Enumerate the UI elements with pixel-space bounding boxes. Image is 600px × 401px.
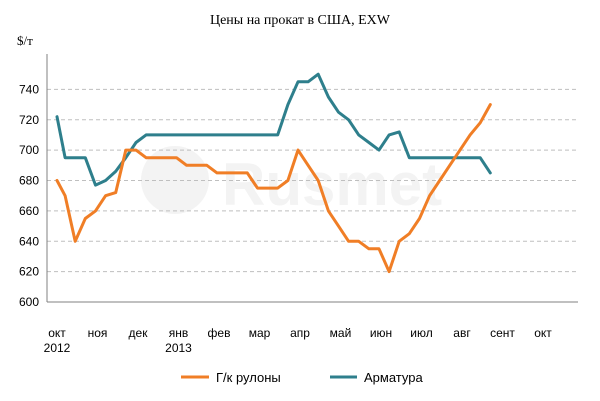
axes (46, 54, 578, 303)
x-tick-label: авг (453, 326, 471, 340)
x-tick-label: июн (370, 326, 392, 340)
y-tick-label: 700 (19, 143, 39, 157)
series-line-0 (55, 103, 492, 274)
x-tick-label: окт (534, 326, 552, 340)
legend-label-1: Арматура (364, 370, 423, 385)
y-tick-labels: 600 620 640 660 680 700 720 740 (19, 82, 39, 309)
y-tick-label: 720 (19, 113, 39, 127)
x-tick-label: янв (169, 326, 189, 340)
watermark: Rusmet (141, 146, 442, 218)
x-tick-label: апр (290, 326, 310, 340)
chart-title: Цены на прокат в США, EXW (210, 13, 391, 28)
watermark-text: Rusmet (222, 151, 442, 218)
x-tick-label: сент (490, 326, 515, 340)
series-line-1 (55, 72, 492, 187)
x-tick-label: мар (249, 326, 271, 340)
x-year-label: 2012 (44, 341, 71, 355)
x-year-label: 2013 (165, 341, 192, 355)
y-tick-label: 660 (19, 204, 39, 218)
y-tick-label: 620 (19, 265, 39, 279)
x-tick-label: фев (208, 326, 231, 340)
y-tick-label: 680 (19, 174, 39, 188)
x-tick-label: июл (410, 326, 432, 340)
y-tick-label: 640 (19, 234, 39, 248)
x-tick-label: май (330, 326, 352, 340)
x-tick-label: ноя (88, 326, 108, 340)
legend: Г/к рулоны Арматура (181, 370, 423, 385)
y-tick-label: 600 (19, 295, 39, 309)
x-tick-label: дек (129, 326, 149, 340)
y-axis-unit: $/т (17, 33, 33, 48)
gridlines (47, 88, 578, 273)
legend-label-0: Г/к рулоны (216, 370, 281, 385)
series-lines (55, 72, 492, 274)
x-tick-label: окт (48, 326, 66, 340)
y-tick-label: 740 (19, 82, 39, 96)
